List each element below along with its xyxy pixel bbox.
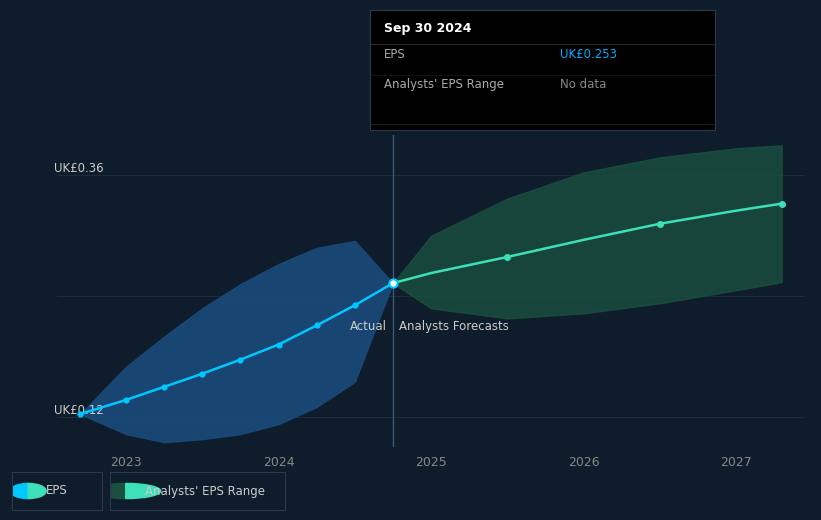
Text: UK£0.253: UK£0.253 bbox=[560, 48, 617, 61]
Text: UK£0.12: UK£0.12 bbox=[53, 404, 103, 417]
Text: EPS: EPS bbox=[383, 48, 406, 61]
Text: Analysts' EPS Range: Analysts' EPS Range bbox=[383, 79, 504, 92]
Text: EPS: EPS bbox=[46, 485, 68, 498]
Wedge shape bbox=[28, 484, 46, 499]
Text: Analysts Forecasts: Analysts Forecasts bbox=[399, 320, 509, 333]
Text: No data: No data bbox=[560, 79, 606, 92]
Text: Analysts' EPS Range: Analysts' EPS Range bbox=[145, 485, 265, 498]
Wedge shape bbox=[91, 484, 126, 499]
Text: Actual: Actual bbox=[350, 320, 387, 333]
Wedge shape bbox=[10, 484, 28, 499]
Text: UK£0.36: UK£0.36 bbox=[53, 162, 103, 175]
Wedge shape bbox=[126, 484, 161, 499]
Text: Sep 30 2024: Sep 30 2024 bbox=[383, 22, 471, 35]
